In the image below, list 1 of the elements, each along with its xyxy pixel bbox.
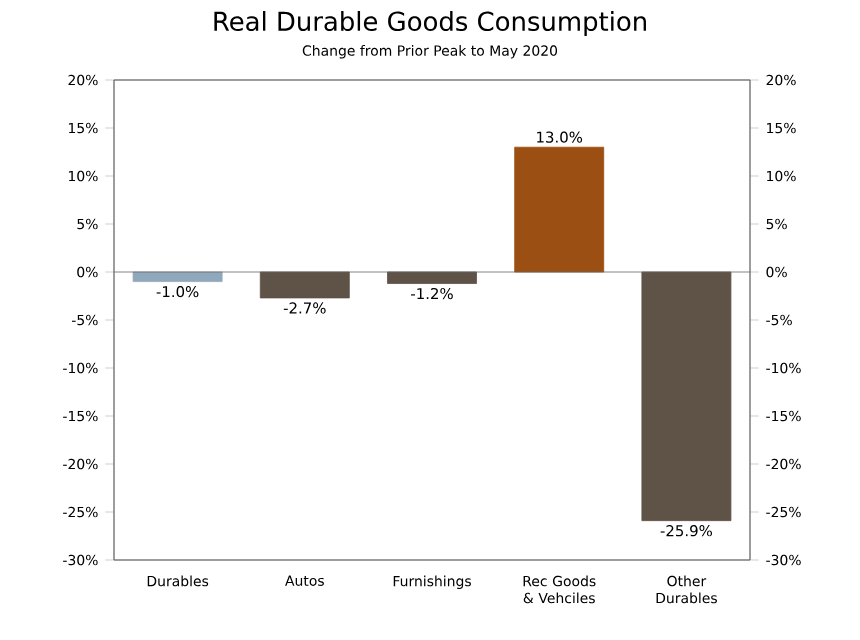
chart-title: Real Durable Goods Consumption [214,11,646,37]
